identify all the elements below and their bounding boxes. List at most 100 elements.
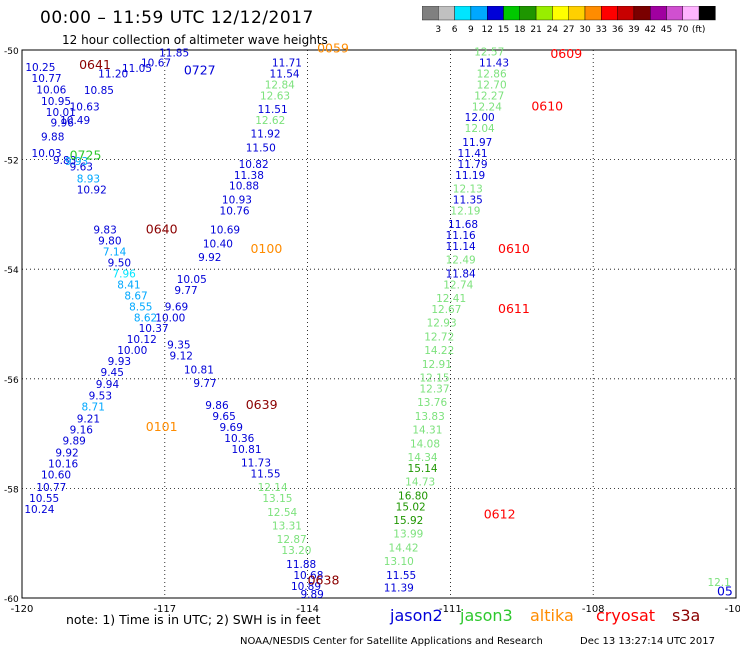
wave-height-label: 9.89 [62,436,85,448]
satellite-legend-cryosat: cryosat [596,606,656,625]
wave-height-label: 9.93 [65,156,88,168]
wave-height-label: 13.83 [415,411,445,423]
pass-time-label: 0609 [550,46,582,61]
wave-height-label: 10.01 [46,107,76,119]
wave-height-label: 12.49 [446,255,476,267]
footer-note: note: 1) Time is in UTC; 2) SWH is in fe… [66,612,321,627]
wave-height-label: 11.16 [446,230,476,242]
colorbar-tick-label: 9 [468,25,474,35]
page-title: 00:00 – 11:59 UTC 12/12/2017 [40,8,314,28]
wave-height-label: 12.37 [419,384,449,396]
wave-height-label: 10.81 [231,444,261,456]
colorbar-tick-label: 45 [661,25,672,35]
pass-time-label: 0612 [484,507,516,522]
wave-height-label: 9.92 [55,448,78,460]
wave-height-label: 9.65 [212,411,235,423]
colorbar-tick-label: 24 [547,25,559,35]
wave-height-label: 12.57 [474,46,504,58]
wave-height-label: 11.05 [122,63,152,75]
wave-height-label: 11.50 [246,142,276,154]
wave-height-label: 10.81 [184,364,214,376]
pass-time-label: 0639 [246,397,278,412]
colorbar-swatch [422,6,439,21]
pass-time-label: 0640 [146,222,178,237]
colorbar-tick-label: 27 [563,25,574,35]
wave-height-label: 15.14 [408,463,438,475]
lon-tick-label: -105 [725,604,740,615]
wave-height-label: 12.87 [277,534,307,546]
wave-height-label: 13.20 [281,545,311,557]
wave-height-label: 10.16 [48,459,78,471]
colorbar-swatch [568,6,586,21]
plot-area [21,49,737,599]
wave-height-label: 9.80 [98,236,121,248]
wave-height-label: 14.73 [405,477,435,489]
wave-height-label: 9.83 [53,155,76,167]
wave-height-label: 11.41 [458,148,488,160]
wave-height-label: 10.24 [24,504,54,516]
wave-height-label: 11.38 [234,170,264,182]
page-subtitle: 12 hour collection of altimeter wave hei… [62,33,328,47]
wave-height-label: 9.96 [51,118,75,130]
wave-height-label: 11.19 [455,170,485,182]
lon-tick-label: -120 [11,604,34,615]
wave-height-label: 12.00 [465,112,495,124]
colorbar-swatch [682,6,700,21]
wave-height-label: 9.92 [198,252,221,264]
colorbar-tick-label: 39 [628,25,640,35]
credit-line: NOAA/NESDIS Center for Satellite Applica… [240,636,543,647]
colorbar-swatch [666,6,683,21]
wave-height-label: 11.54 [270,68,300,80]
wave-height-label: 12.91 [422,359,452,371]
wave-height-label: 10.60 [41,470,71,482]
wave-height-label: 9.77 [174,285,197,297]
wave-height-label: 13.10 [384,556,414,568]
wave-height-label: 12.93 [427,318,457,330]
colorbar-swatch [438,6,455,21]
wave-height-label: 11.68 [448,219,478,231]
wave-height-label: 9.88 [41,131,64,143]
wave-height-label: 9.50 [108,257,131,269]
wave-height-label: 11.84 [446,268,476,280]
wave-height-label: 10.49 [60,115,90,127]
wave-height-label: 7.14 [103,247,127,259]
colorbar-unit: (ft) [692,25,706,35]
wave-height-label: 11.79 [458,159,488,171]
wave-height-label: 7.96 [112,268,136,280]
wave-height-label: 9.86 [205,400,229,412]
wave-height-label: 11.88 [286,559,316,571]
wave-height-label: 9.16 [70,425,94,437]
wave-height-label: 10.67 [141,57,171,69]
wave-height-label: 9.63 [70,162,93,174]
wave-height-label: 10.69 [210,225,240,237]
wave-height-label: 10.06 [36,84,66,96]
colorbar-tick-label: 36 [612,25,624,35]
wave-height-label: 9.45 [101,367,124,379]
wave-height-label: 10.03 [32,148,62,160]
pass-time-label: 0610 [498,241,530,256]
pass-time-label: 0638 [308,572,340,587]
wave-height-label: 10.95 [41,96,71,108]
lat-tick-label: -50 [4,47,19,57]
wave-height-label: 9.93 [108,356,131,368]
pass-time-label: 0641 [79,57,111,72]
lon-tick-label: -114 [296,604,319,615]
wave-height-label: 11.73 [241,457,271,469]
wave-height-label: 12.54 [267,507,297,519]
lat-tick-label: -52 [4,157,19,167]
wave-height-label: 9.89 [300,589,323,601]
colorbar-swatch [486,6,504,21]
wave-height-label: 9.94 [96,379,120,391]
pass-time-label: 0101 [146,419,178,434]
colorbar-swatch [584,6,602,21]
wave-height-label: 13.31 [272,521,302,533]
pass-time-label: 05 [717,583,733,598]
wave-height-label: 10.82 [239,159,269,171]
lon-tick-label: -111 [439,604,462,615]
wave-height-label: 9.12 [170,351,193,363]
wave-height-label: 12.70 [477,79,507,91]
colorbar-swatch [519,6,537,21]
colorbar-swatch [601,6,618,21]
wave-height-values: 11.8510.2510.7710.0610.9510.019.969.8810… [24,46,730,601]
wave-height-label: 9.21 [77,414,100,426]
